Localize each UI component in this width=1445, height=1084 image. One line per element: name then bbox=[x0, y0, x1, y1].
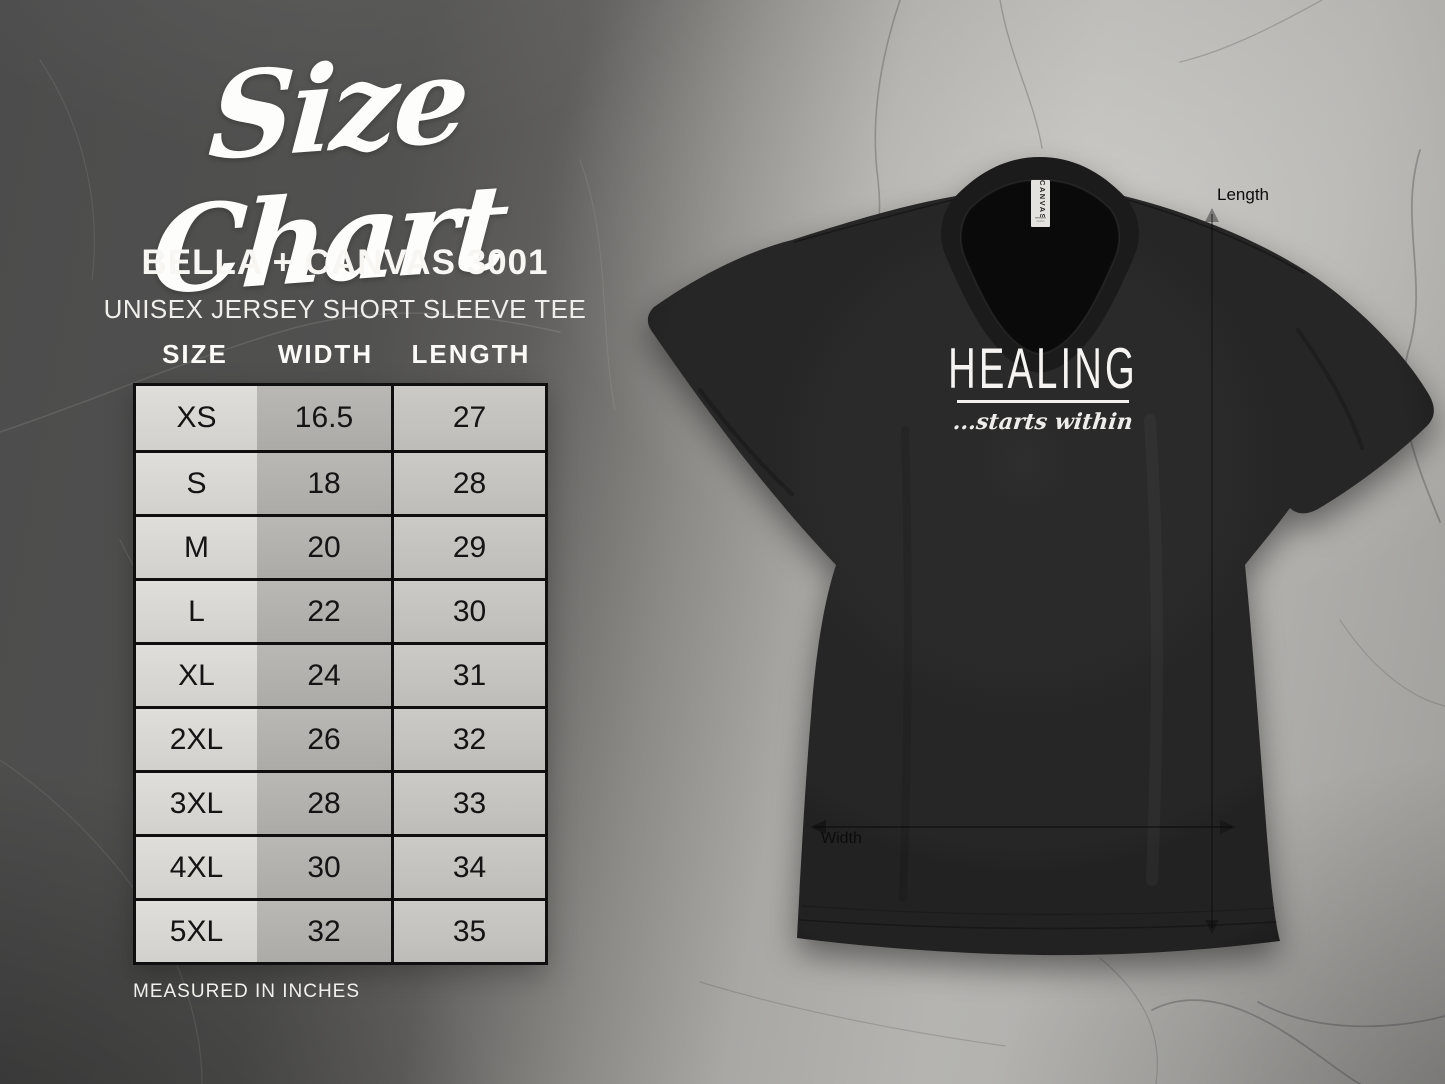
neck-tag-text: CANVAS bbox=[1038, 180, 1047, 220]
width-cell: 16.5 bbox=[257, 386, 391, 450]
measured-in-inches-note: MEASURED IN INCHES bbox=[133, 981, 361, 1002]
size-cell: 4XL bbox=[136, 837, 257, 898]
table-row: S 18 28 bbox=[136, 450, 545, 514]
width-cell: 22 bbox=[257, 581, 391, 642]
table-row: 5XL 32 35 bbox=[136, 898, 545, 962]
length-cell: 29 bbox=[391, 517, 545, 578]
table-row: M 20 29 bbox=[136, 514, 545, 578]
table-row: XS 16.5 27 bbox=[136, 386, 545, 450]
print-headline: HEALING bbox=[948, 337, 1138, 401]
width-cell: 24 bbox=[257, 645, 391, 706]
length-cell: 33 bbox=[391, 773, 545, 834]
table-row: 4XL 30 34 bbox=[136, 834, 545, 898]
width-cell: 32 bbox=[257, 901, 391, 962]
width-annotation: Width bbox=[821, 830, 862, 847]
tshirt-body bbox=[647, 158, 1434, 956]
size-cell: 2XL bbox=[136, 709, 257, 770]
table-row: XL 24 31 bbox=[136, 642, 545, 706]
length-cell: 27 bbox=[391, 386, 545, 450]
table-row: 2XL 26 32 bbox=[136, 706, 545, 770]
width-cell: 20 bbox=[257, 517, 391, 578]
width-arrow bbox=[810, 820, 1236, 834]
print-subline: ...starts within bbox=[951, 409, 1135, 435]
length-cell: 32 bbox=[391, 709, 545, 770]
neck-tag: CANVAS bbox=[1031, 180, 1050, 227]
size-chart-table: XS 16.5 27 S 18 28 M 20 29 L 22 30 XL 24… bbox=[133, 383, 548, 965]
size-cell: L bbox=[136, 581, 257, 642]
length-cell: 28 bbox=[391, 453, 545, 514]
brand-line: BELLA + CANVAS 3001 bbox=[141, 243, 549, 282]
size-cell: XS bbox=[136, 386, 257, 450]
size-cell: 5XL bbox=[136, 901, 257, 962]
shirt-print: HEALING ...starts within bbox=[893, 337, 1193, 435]
length-arrow bbox=[1205, 208, 1219, 934]
column-header-size: SIZE bbox=[162, 339, 228, 369]
size-cell: S bbox=[136, 453, 257, 514]
width-cell: 18 bbox=[257, 453, 391, 514]
length-cell: 31 bbox=[391, 645, 545, 706]
column-header-width: WIDTH bbox=[277, 339, 374, 369]
table-row: L 22 30 bbox=[136, 578, 545, 642]
width-cell: 30 bbox=[257, 837, 391, 898]
product-line: UNISEX JERSEY SHORT SLEEVE TEE bbox=[103, 294, 587, 324]
length-cell: 30 bbox=[391, 581, 545, 642]
column-header-length: LENGTH bbox=[411, 339, 531, 369]
size-cell: XL bbox=[136, 645, 257, 706]
length-cell: 34 bbox=[391, 837, 545, 898]
size-cell: 3XL bbox=[136, 773, 257, 834]
length-annotation: Length bbox=[1217, 185, 1269, 204]
table-row: 3XL 28 33 bbox=[136, 770, 545, 834]
width-cell: 26 bbox=[257, 709, 391, 770]
size-cell: M bbox=[136, 517, 257, 578]
print-underline bbox=[957, 400, 1129, 403]
length-cell: 35 bbox=[391, 901, 545, 962]
width-cell: 28 bbox=[257, 773, 391, 834]
